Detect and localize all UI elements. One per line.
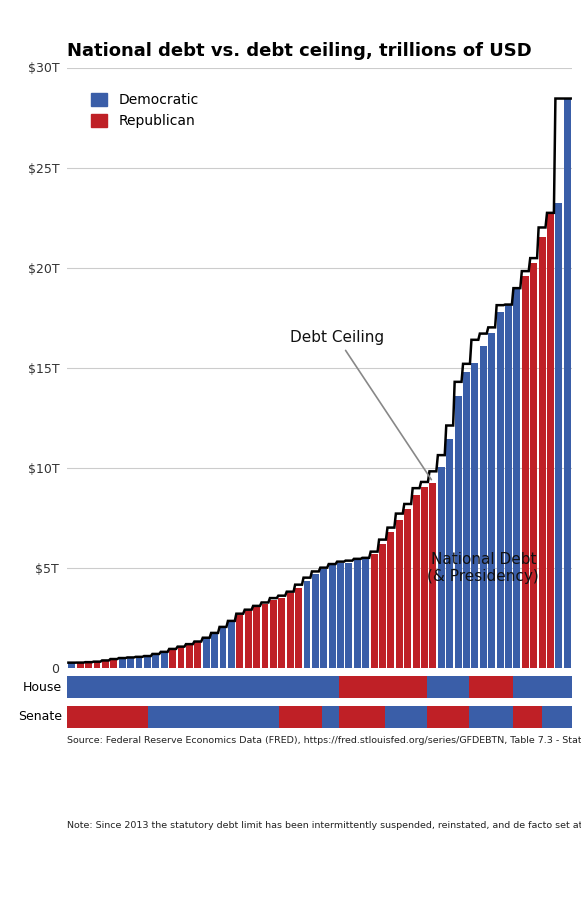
Bar [102,661,109,668]
Bar [471,363,478,668]
Bar [67,676,339,698]
Bar [261,604,268,668]
Bar [211,634,218,668]
Bar [270,600,277,668]
Bar [505,304,512,668]
Bar [427,706,469,728]
Bar [539,237,546,668]
Bar [346,562,353,668]
Bar [329,565,336,668]
Text: National debt vs. debt ceiling, trillions of USD: National debt vs. debt ceiling, trillion… [67,42,532,60]
Bar [161,652,168,668]
Bar [278,598,285,668]
Bar [110,660,117,668]
Legend: Democratic, Republican: Democratic, Republican [84,86,206,135]
Bar [295,588,302,668]
Bar [512,676,572,698]
Text: Debt Ceiling: Debt Ceiling [290,330,431,480]
Bar [127,658,134,668]
Bar [404,509,411,668]
Bar [512,706,542,728]
Bar [320,569,327,668]
Bar [220,628,227,668]
Bar [547,213,554,668]
Text: National Debt
(& Presidency): National Debt (& Presidency) [428,552,539,584]
Bar [564,99,571,668]
Bar [446,439,453,668]
Bar [514,288,521,668]
Bar [463,373,470,668]
Bar [148,706,279,728]
Bar [371,554,378,668]
Bar [379,544,386,668]
Text: Note: Since 2013 the statutory debt limit has been intermittently suspended, rei: Note: Since 2013 the statutory debt limi… [67,821,581,830]
Bar [421,488,428,668]
Text: House: House [23,680,62,694]
Bar [312,574,319,668]
Bar [144,656,151,668]
Bar [253,608,260,668]
Bar [178,647,184,668]
Bar [337,563,344,668]
Bar [480,346,487,668]
Bar [455,396,461,668]
Bar [228,622,235,668]
Bar [354,560,361,668]
Bar [195,643,201,668]
Bar [530,263,537,668]
Bar [152,654,159,668]
Bar [339,706,385,728]
Bar [396,520,403,668]
Bar [522,276,529,668]
Bar [135,657,142,668]
Bar [339,676,427,698]
Text: Senate: Senate [18,710,62,724]
Bar [245,611,252,668]
Bar [469,706,512,728]
Bar [67,706,148,728]
Bar [488,333,495,668]
Bar [236,616,243,668]
Bar [469,676,512,698]
Bar [94,662,101,668]
Bar [429,483,436,668]
Bar [413,495,419,668]
Bar [119,658,125,668]
Bar [363,560,369,668]
Bar [497,311,504,668]
Bar [427,676,469,698]
Bar [77,662,84,668]
Bar [85,662,92,668]
Bar [286,593,293,668]
Bar [169,650,176,668]
Bar [542,706,572,728]
Bar [186,645,193,668]
Bar [385,706,427,728]
Bar [279,706,322,728]
Bar [438,467,444,668]
Bar [555,203,562,668]
Bar [388,533,394,668]
Bar [303,580,310,668]
Bar [203,638,210,668]
Bar [69,663,76,668]
Text: Source: Federal Reserve Economics Data (FRED), https://fred.stlouisfed.org/serie: Source: Federal Reserve Economics Data (… [67,736,581,745]
Bar [322,706,339,728]
